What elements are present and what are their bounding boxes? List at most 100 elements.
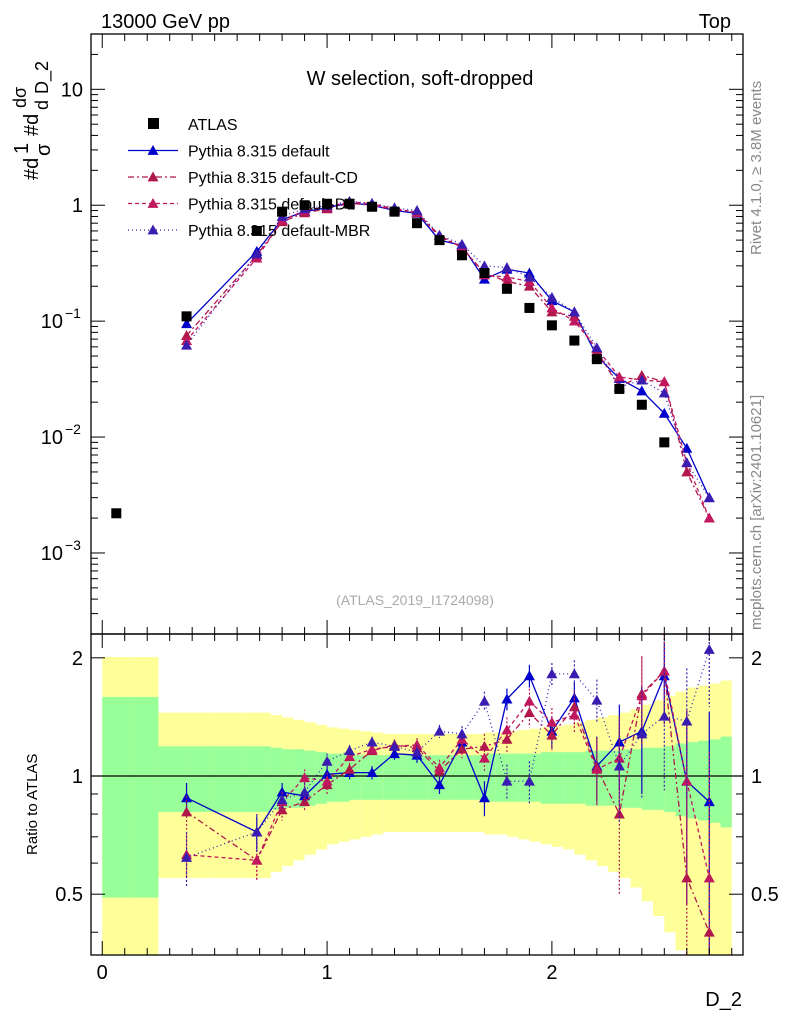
ratio-point-1 [344,763,356,774]
series-line-2 [186,201,710,519]
ratio-point-2 [366,743,378,754]
ratio-point-2 [251,854,263,865]
ratio-tick-label-left: 2 [72,648,83,670]
legend: ATLAS Pythia 8.315 default Pythia 8.315 de… [128,117,370,240]
ratio-point-1 [681,872,693,883]
data-point [277,206,288,217]
data-point [659,437,670,448]
series-point-3 [456,238,468,249]
ratio-tick-label-right: 1 [751,766,762,788]
series-point-3 [658,387,670,398]
band-stat [461,755,474,800]
band-stat [484,753,496,802]
data-point [569,335,580,346]
y-label-part: dσ [10,87,30,108]
band-stat [214,746,243,812]
band-stat [675,743,687,817]
ratio-point-3 [251,826,263,837]
band-stat [653,747,665,810]
series-point-1 [681,466,693,477]
x-tick-label: 0 [97,962,108,984]
series-point-3 [411,205,423,215]
ratio-point-3 [344,745,356,756]
y-tick-label: 10 [61,79,83,101]
series-point-0 [636,385,648,396]
legend-label: ATLAS [188,117,238,134]
band-stat [641,747,654,810]
ratio-point-3 [478,695,490,706]
ratio-point-3 [366,736,378,747]
band-stat [242,746,271,812]
series-line-0 [186,202,710,498]
ratio-point-2 [613,752,625,763]
band-stat [596,750,609,806]
data-point [434,235,445,246]
mcplots-label: mcplots.cern.ch [arXiv:2401.10621] [748,395,765,630]
analysis-id: (ATLAS_2019_I1724098) [336,592,494,608]
band-stat [327,753,339,802]
band-stat [270,747,283,810]
band-stat [540,752,552,804]
ratio-point-2 [411,739,423,750]
data-point [456,250,467,261]
data-point [614,383,625,394]
band-stat [563,752,575,804]
ratio-point-2 [591,763,603,774]
series-point-3 [703,492,715,503]
header-right: Top [699,11,731,33]
data-point [412,218,422,229]
ratio-point-2 [523,695,535,706]
data-point [367,201,378,212]
series-point-3 [523,271,535,282]
ratio-point-2 [433,762,445,773]
ratio-point-3 [523,775,535,786]
legend-marker-data [148,118,159,129]
chart-title: W selection, soft-dropped [307,68,534,90]
band-stat [372,755,384,800]
ratio-point-3 [703,644,715,654]
legend-label: Pythia 8.315 default [188,144,330,161]
y-label-part: #d [21,158,43,180]
band-stat [405,755,417,800]
data-point [299,200,310,211]
data-point [251,225,262,236]
series-point-0 [181,318,193,329]
y-tick-label: 10 [41,427,63,449]
ratio-point-3 [433,725,445,736]
data-point [181,311,192,322]
band-stat [315,752,328,804]
series-point-2 [501,271,513,282]
ratio-point-3 [321,755,333,766]
ratio-point-2 [501,724,513,735]
ratio-point-2 [546,716,558,727]
band-stat [360,755,373,800]
data-point [111,508,122,519]
y-tick-label: 1 [72,195,83,217]
band-stat [709,739,721,823]
data-point [501,283,512,294]
band-stat [574,752,586,804]
ratio-point-1 [181,806,193,817]
ratio-point-0 [366,767,378,778]
series-point-0 [658,407,670,418]
series-point-2 [658,376,670,387]
ratio-point-2 [636,690,648,701]
series-point-2 [703,512,715,523]
ratio-point-3 [411,746,423,757]
ratio-tick-label-left: 0.5 [55,884,83,906]
band-stat [495,753,507,802]
y-tick-exponent: −2 [65,421,81,437]
y-tick-exponent: −3 [65,537,81,553]
ratio-point-1 [703,926,715,937]
ratio-point-3 [181,852,193,862]
x-tick-label: 2 [546,962,557,984]
ratio-point-1 [456,743,468,754]
data-point [479,268,490,279]
ratio-point-1 [523,707,535,718]
header-left: 13000 GeV pp [101,11,230,33]
data-point [524,302,535,313]
ratio-point-0 [433,779,445,790]
series-point-2 [568,315,580,326]
series-point-0 [681,442,693,453]
band-stat [686,742,699,819]
